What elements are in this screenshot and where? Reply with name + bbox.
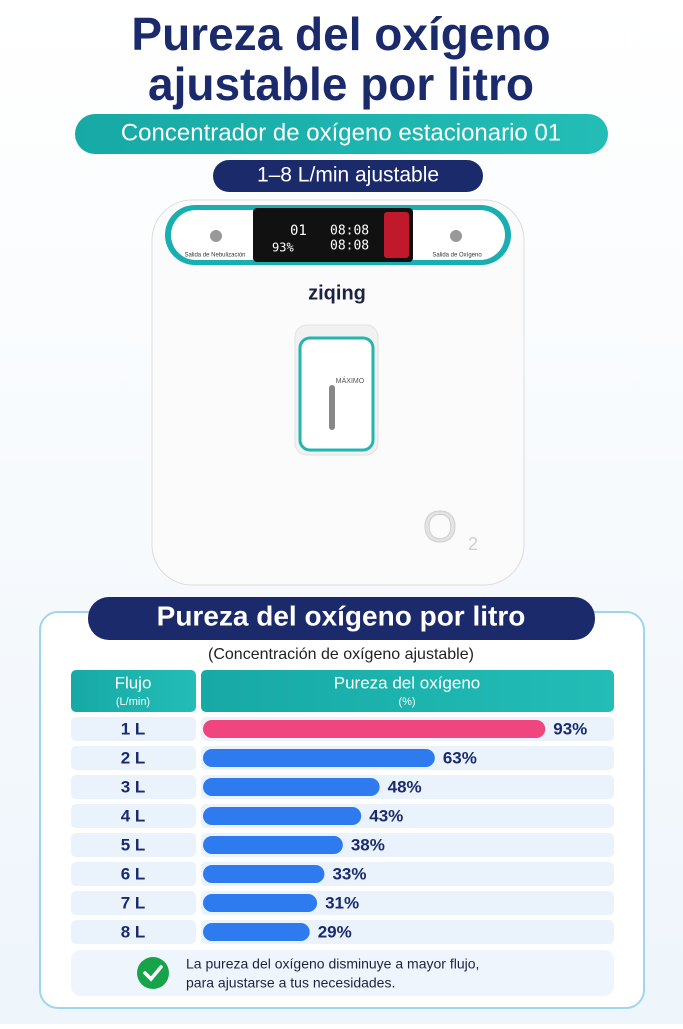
note-box xyxy=(71,950,614,996)
display-text: 08:08 xyxy=(330,239,369,254)
port-label: Salida de Oxígeno xyxy=(432,253,482,259)
chart-title: Pureza del oxígeno por litro xyxy=(157,600,526,631)
knob xyxy=(298,336,375,452)
bar xyxy=(203,720,546,738)
title: ajustable por litro xyxy=(148,58,534,110)
display xyxy=(253,208,413,262)
value-label: 63% xyxy=(443,748,477,767)
category-label: 2 L xyxy=(121,748,146,767)
brand: ziqing xyxy=(308,282,366,304)
column-header-text: (L/min) xyxy=(116,696,150,708)
value-label: 48% xyxy=(388,777,422,796)
bar-rows: 1 L 93% 2 L 63% 3 L 48% 4 L 43% 5 L 38% 6 L 33% 7 L 3… xyxy=(71,717,614,944)
column-header xyxy=(201,670,614,712)
o2-logo: 2 xyxy=(468,534,478,554)
bar xyxy=(203,778,380,796)
bar xyxy=(203,865,325,883)
check-icon xyxy=(137,957,169,989)
row-bg xyxy=(71,804,196,828)
bar xyxy=(203,894,318,912)
o2-logo: O xyxy=(423,503,457,552)
category-label: 5 L xyxy=(121,835,146,854)
display-text: 08:08 xyxy=(330,224,369,239)
column-header-text: (%) xyxy=(398,696,415,708)
row-bg xyxy=(71,717,196,741)
note-text: La pureza del oxígeno disminuye a mayor … xyxy=(186,956,479,972)
bar xyxy=(203,923,310,941)
knob-slider xyxy=(329,385,335,430)
note-text: para ajustarse a tus necesidades. xyxy=(186,975,395,991)
row-bg xyxy=(71,862,196,886)
badge xyxy=(213,160,483,192)
display-indicator xyxy=(384,212,409,258)
bar xyxy=(203,749,435,767)
row-bg xyxy=(71,891,196,915)
port xyxy=(210,230,222,242)
category-label: 1 L xyxy=(121,719,146,738)
bar xyxy=(203,836,343,854)
value-label: 33% xyxy=(332,864,366,883)
value-label: 31% xyxy=(325,893,359,912)
category-label: 3 L xyxy=(121,777,146,796)
port-label: Salida de Nebulización xyxy=(184,253,245,259)
title: Pureza del oxígeno xyxy=(131,8,550,60)
knob-label: MÁXIMO xyxy=(336,376,365,385)
display-text: 93% xyxy=(272,241,294,255)
check-mark xyxy=(143,965,163,982)
value-label: 38% xyxy=(351,835,385,854)
badge-text: 1–8 L/min ajustable xyxy=(257,164,439,187)
row-bg xyxy=(71,920,196,944)
category-label: 7 L xyxy=(121,893,146,912)
row-bg xyxy=(71,746,196,770)
row-bg xyxy=(71,775,196,799)
device: 01 93% 08:08 08:08 Salida de Nebulizació… xyxy=(151,199,525,586)
subtitle-pill xyxy=(75,114,608,154)
value-label: 93% xyxy=(553,719,587,738)
category-label: 4 L xyxy=(121,806,146,825)
port xyxy=(450,230,462,242)
bar xyxy=(203,807,362,825)
column-header xyxy=(71,670,196,712)
category-label: 8 L xyxy=(121,922,146,941)
row-bg xyxy=(71,833,196,857)
chart-title-pill xyxy=(88,597,595,640)
subtitle: Concentrador de oxígeno estacionario 01 xyxy=(121,119,561,146)
column-header-text: Flujo xyxy=(115,673,152,692)
display-text: 01 xyxy=(290,223,307,239)
value-label: 29% xyxy=(318,922,352,941)
value-label: 43% xyxy=(369,806,403,825)
column-header-text: Pureza del oxígeno xyxy=(334,673,481,692)
category-label: 6 L xyxy=(121,864,146,883)
chart-subtitle: (Concentración de oxígeno ajustable) xyxy=(208,646,474,663)
